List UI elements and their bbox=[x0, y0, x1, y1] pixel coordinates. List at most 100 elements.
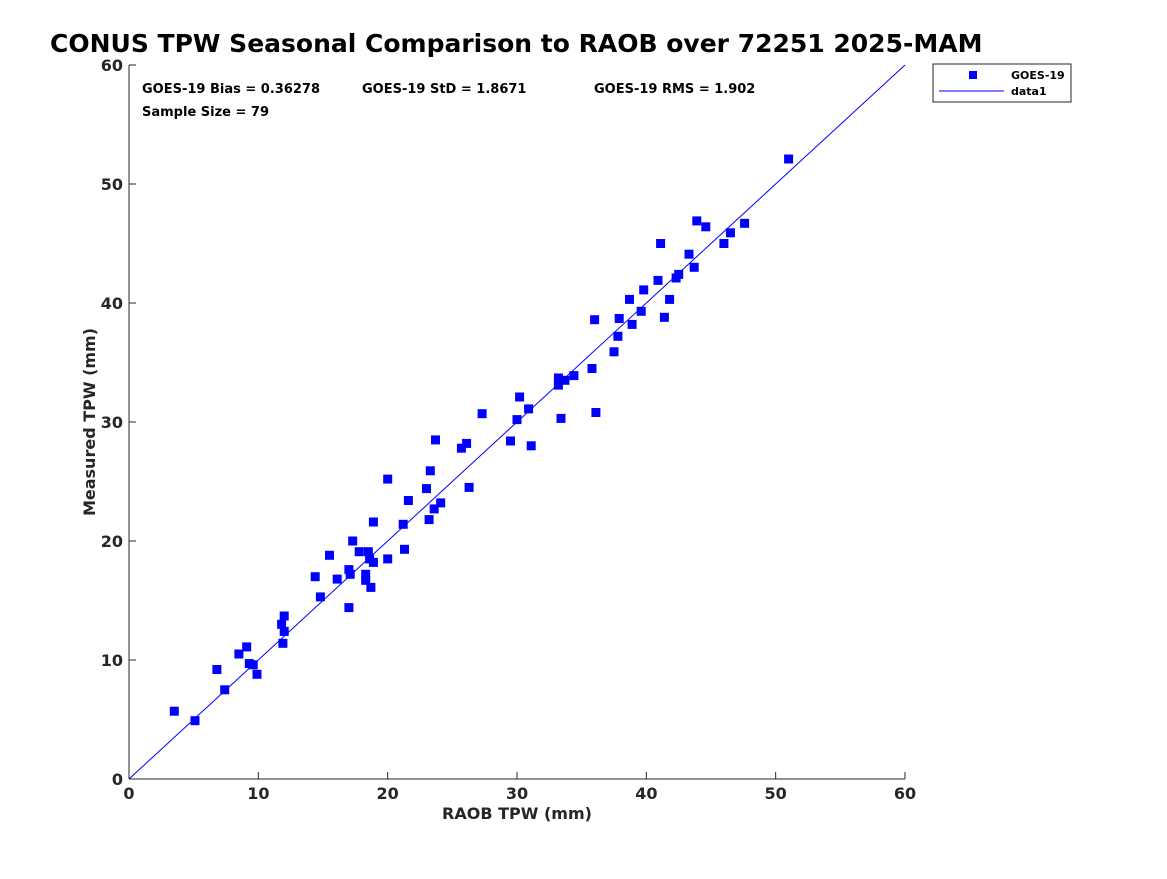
scatter-point bbox=[169, 706, 179, 716]
legend-box bbox=[932, 63, 1072, 103]
y-axis-label: Measured TPW (mm) bbox=[80, 328, 99, 516]
scatter-point bbox=[212, 665, 222, 674]
scatter-point bbox=[252, 669, 262, 679]
scatter-point bbox=[431, 435, 440, 445]
y-tick-label: 20 bbox=[101, 532, 123, 551]
sample-size-annotation: Sample Size = 79 bbox=[142, 105, 269, 120]
scatter-point bbox=[506, 436, 515, 446]
scatter-point bbox=[332, 574, 342, 584]
scatter-point bbox=[400, 544, 409, 554]
y-tick-label: 0 bbox=[112, 770, 123, 789]
legend: GOES-19 data1 bbox=[932, 63, 1072, 103]
y-tick-label: 60 bbox=[101, 56, 123, 75]
x-tick-label: 20 bbox=[377, 784, 399, 803]
scatter-point bbox=[524, 404, 534, 414]
scatter-point bbox=[464, 482, 474, 492]
scatter-point bbox=[725, 228, 735, 238]
y-tick-label: 50 bbox=[101, 175, 123, 194]
legend-label-data1: data1 bbox=[1011, 85, 1047, 98]
scatter-point bbox=[348, 536, 358, 546]
scatter-point bbox=[344, 603, 354, 613]
scatter-point bbox=[625, 294, 634, 304]
scatter-point bbox=[425, 466, 435, 476]
scatter-point bbox=[277, 619, 287, 629]
scatter-point bbox=[665, 294, 675, 304]
x-tick-label: 30 bbox=[506, 784, 528, 803]
scatter-point bbox=[659, 312, 669, 322]
scatter-point bbox=[279, 626, 289, 636]
scatter-point bbox=[587, 364, 597, 373]
scatter-point bbox=[692, 216, 702, 226]
scatter-point bbox=[436, 498, 446, 508]
scatter-point bbox=[515, 392, 525, 402]
scatter-point bbox=[354, 547, 364, 557]
y-tick-label: 30 bbox=[101, 413, 123, 432]
x-tick-label: 40 bbox=[635, 784, 657, 803]
scatter-point bbox=[422, 484, 431, 494]
scatter-point bbox=[689, 262, 699, 272]
scatter-point bbox=[609, 347, 619, 357]
x-tick-label: 0 bbox=[123, 784, 134, 803]
scatter-point bbox=[279, 611, 289, 621]
scatter-point bbox=[569, 371, 579, 381]
scatter-point bbox=[190, 716, 200, 726]
scatter-point bbox=[613, 331, 623, 341]
scatter-point bbox=[361, 569, 371, 579]
y-axis-ticks: 0 10 20 30 40 50 60 bbox=[101, 56, 136, 789]
scatter-point bbox=[614, 314, 624, 323]
scatter-point bbox=[462, 438, 472, 448]
scatter-point bbox=[315, 592, 325, 602]
scatter-point bbox=[278, 638, 288, 648]
scatter-point bbox=[627, 319, 637, 329]
scatter-point bbox=[363, 547, 373, 557]
scatter-point bbox=[591, 408, 601, 417]
chart-title: CONUS TPW Seasonal Comparison to RAOB ov… bbox=[50, 29, 982, 58]
scatter-point bbox=[403, 496, 413, 505]
scatter-point bbox=[526, 441, 536, 451]
scatter-point bbox=[220, 685, 230, 695]
scatter-point bbox=[636, 306, 646, 316]
x-tick-label: 60 bbox=[894, 784, 916, 803]
scatter-point bbox=[456, 443, 466, 453]
scatter-point bbox=[234, 649, 244, 659]
scatter-point bbox=[740, 218, 750, 228]
scatter-point bbox=[424, 515, 434, 525]
scatter-point bbox=[366, 582, 376, 592]
scatter-point bbox=[590, 315, 600, 325]
scatter-point bbox=[560, 375, 570, 385]
x-tick-label: 50 bbox=[765, 784, 787, 803]
legend-marker-goes19 bbox=[969, 71, 977, 79]
scatter-point bbox=[656, 239, 666, 248]
scatter-point bbox=[674, 269, 684, 279]
plot-area: 0 10 20 30 40 50 60 0 10 20 30 40 50 60 bbox=[101, 56, 916, 803]
scatter-point bbox=[553, 373, 563, 383]
scatter-point bbox=[684, 249, 694, 259]
scatter-point bbox=[719, 239, 729, 248]
y-tick-label: 10 bbox=[101, 651, 123, 670]
scatter-point bbox=[429, 504, 439, 514]
x-axis-label: RAOB TPW (mm) bbox=[442, 804, 592, 823]
scatter-point bbox=[639, 285, 649, 295]
y-tick-label: 40 bbox=[101, 294, 123, 313]
legend-label-goes19: GOES-19 bbox=[1011, 69, 1065, 82]
scatter-point bbox=[361, 575, 371, 585]
scatter-point bbox=[653, 275, 663, 285]
scatter-point bbox=[383, 554, 393, 564]
rms-annotation: GOES-19 RMS = 1.902 bbox=[594, 82, 755, 97]
scatter-point bbox=[784, 154, 794, 164]
scatter-point bbox=[701, 222, 711, 232]
scatter-point bbox=[398, 519, 408, 529]
x-tick-label: 10 bbox=[247, 784, 269, 803]
scatter-point bbox=[512, 415, 522, 425]
std-annotation: GOES-19 StD = 1.8671 bbox=[362, 82, 526, 97]
scatter-point bbox=[310, 572, 320, 582]
scatter-points-layer bbox=[169, 154, 794, 726]
scatter-point bbox=[368, 517, 378, 527]
scatter-point bbox=[325, 550, 334, 560]
scatter-point bbox=[242, 642, 252, 652]
identity-line-data1 bbox=[128, 64, 906, 780]
scatter-point bbox=[368, 557, 378, 567]
x-axis-ticks: 0 10 20 30 40 50 60 bbox=[123, 772, 916, 803]
scatter-point bbox=[383, 474, 393, 484]
